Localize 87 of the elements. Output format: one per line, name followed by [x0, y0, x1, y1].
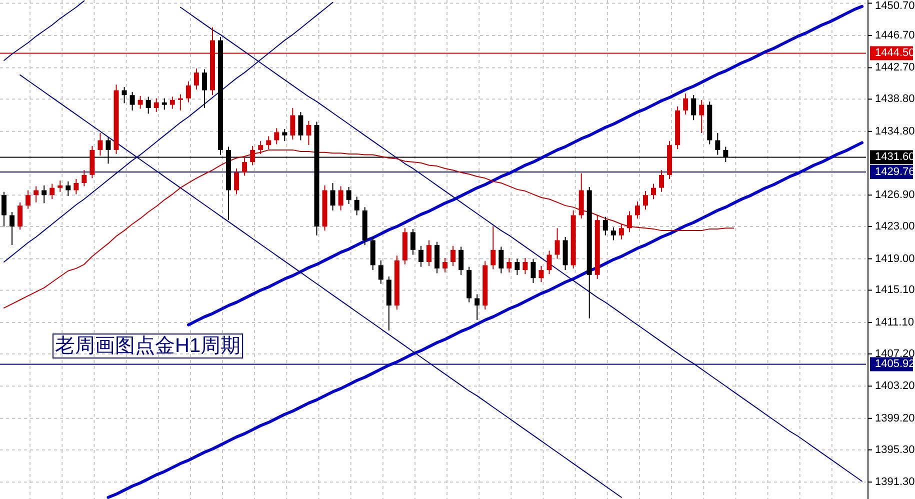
candlestick	[498, 246, 504, 274]
candlestick	[602, 216, 608, 236]
candlestick	[154, 98, 159, 113]
candlestick	[554, 228, 560, 260]
candlestick	[234, 168, 240, 195]
candlestick	[651, 183, 656, 200]
candlestick	[538, 266, 544, 283]
candlestick	[10, 212, 15, 246]
candlestick	[450, 245, 456, 267]
candlestick	[642, 190, 648, 210]
candlestick	[306, 120, 312, 146]
candlestick	[26, 190, 31, 210]
candlestick	[282, 128, 288, 142]
candlestick	[290, 108, 296, 140]
candlestick	[426, 240, 432, 267]
candlestick	[626, 210, 632, 233]
candlestick	[699, 99, 704, 134]
y-tick-label: 1407.20	[875, 348, 915, 360]
candlestick	[2, 191, 7, 228]
candlestick	[522, 257, 528, 275]
y-tick-label: 1419.00	[875, 252, 915, 265]
candlestick	[330, 182, 336, 211]
line-series	[4, 0, 85, 61]
candlestick	[50, 183, 55, 200]
y-tick-label: 1415.10	[875, 284, 915, 296]
y-tick-label: 1434.80	[875, 125, 915, 138]
y-tick-label: 1426.90	[875, 189, 915, 202]
y-tick-label: 1399.20	[875, 412, 915, 424]
candlestick	[170, 96, 175, 110]
candlestick	[634, 201, 640, 219]
candlestick	[434, 241, 440, 274]
candlestick	[18, 202, 23, 230]
candlestick	[34, 186, 39, 203]
candlestick	[298, 112, 304, 141]
candlestick	[74, 178, 79, 195]
candlestick	[490, 226, 496, 270]
y-tick-label: 1403.20	[875, 380, 915, 392]
candlestick	[242, 158, 248, 176]
ref-line-label: 1429.76	[875, 166, 915, 178]
y-tick-label: 1442.70	[875, 62, 915, 74]
candlestick	[258, 140, 264, 154]
candlestick	[82, 170, 87, 187]
candlestick	[474, 294, 480, 321]
line-series	[186, 4, 864, 326]
candlestick	[442, 257, 448, 273]
y-tick-label: 1423.00	[875, 220, 915, 233]
candlestick	[530, 258, 536, 284]
y-tick-label: 1411.10	[875, 316, 914, 328]
y-tick-label: 1395.30	[875, 444, 915, 456]
candlestick	[178, 94, 183, 111]
candlestick	[346, 186, 352, 204]
y-tick-label: 1446.70	[875, 29, 915, 42]
line-series	[4, 149, 734, 308]
y-tick-label: 1438.80	[875, 93, 915, 106]
candlestick	[514, 258, 520, 276]
candlestick	[194, 68, 199, 90]
candlestick	[418, 245, 424, 268]
annotation: 老周画图点金H1周期	[55, 335, 241, 357]
y-tick-label: 1450.70	[875, 0, 915, 12]
candlestick	[250, 145, 256, 166]
candlestick	[659, 170, 664, 192]
candlestick	[162, 98, 167, 110]
candlestick	[610, 226, 616, 241]
ref-line-label: 1405.92	[875, 358, 915, 370]
candlestick	[506, 257, 512, 273]
candlestick	[58, 180, 63, 192]
candlestick	[338, 186, 344, 211]
candlestick	[138, 95, 143, 110]
candlestick	[354, 196, 360, 216]
candlestick	[122, 86, 127, 104]
candlestick	[274, 128, 280, 145]
candlestick	[458, 246, 464, 276]
candlestick	[691, 94, 696, 121]
y-tick-label: 1391.30	[875, 476, 915, 488]
candlestick	[186, 80, 191, 103]
candlestick	[618, 224, 624, 240]
candlestick	[202, 68, 207, 109]
candlestick	[266, 136, 272, 150]
candlestick	[98, 132, 103, 156]
candlestick	[683, 93, 688, 115]
candlestick	[146, 96, 151, 114]
candlestick	[410, 228, 416, 256]
candlestick	[66, 180, 71, 196]
candlestick	[546, 250, 552, 275]
candlestick	[42, 184, 47, 204]
candlestick	[378, 260, 384, 284]
candlestick	[130, 91, 135, 111]
